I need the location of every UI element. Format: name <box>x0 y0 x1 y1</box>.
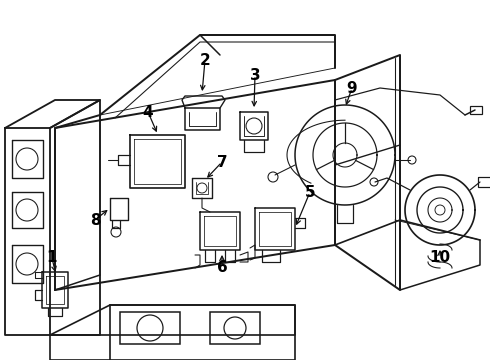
Text: 7: 7 <box>217 154 227 170</box>
Text: 3: 3 <box>250 68 260 82</box>
Text: 1: 1 <box>47 251 57 266</box>
Text: 8: 8 <box>90 212 100 228</box>
Bar <box>478 177 490 187</box>
Text: 6: 6 <box>217 261 227 275</box>
Bar <box>120 312 180 344</box>
Bar <box>470 106 482 114</box>
Bar <box>210 312 260 344</box>
Text: 9: 9 <box>347 81 357 95</box>
Text: 2: 2 <box>199 53 210 68</box>
Text: 10: 10 <box>429 251 451 266</box>
Text: 5: 5 <box>305 185 315 199</box>
Text: 4: 4 <box>143 104 153 120</box>
